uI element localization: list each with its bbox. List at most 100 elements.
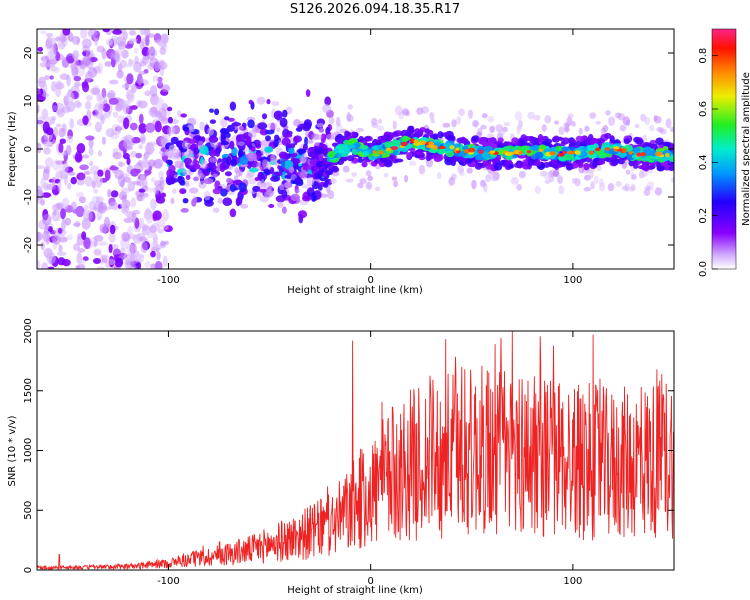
spectrogram-cell [107, 188, 112, 198]
spectrogram-cell [82, 115, 89, 126]
spectrogram-cell [146, 217, 153, 224]
spectrogram-cell [83, 204, 89, 212]
spectrogram-cell [460, 136, 467, 144]
spectrogram-cell [438, 148, 446, 155]
spectrogram-cell [258, 188, 267, 193]
snr-ylabel: SNR (10 * v/v) [7, 415, 18, 486]
spectrogram-cell [635, 138, 644, 145]
spectrogram-cell [428, 144, 435, 149]
spectrogram-cell [67, 233, 73, 241]
spectrogram-cell [625, 169, 631, 175]
spectrogram-cell [117, 101, 123, 112]
spectrogram-cell [604, 132, 612, 139]
spectrogram-cell [159, 176, 165, 185]
snr-ytick-label: 0 [23, 567, 34, 573]
spectrogram-cell [605, 110, 611, 116]
spectrogram-cell [75, 265, 80, 269]
spectrogram-cell [112, 29, 123, 35]
spectrogram-cell [92, 188, 99, 194]
spectrogram-cell [549, 151, 557, 156]
spectrogram-cell [156, 251, 161, 261]
spectrogram-cell [531, 144, 540, 150]
spectrogram-cell [43, 182, 50, 191]
spectrogram-cell [110, 190, 119, 198]
spectrogram-cell [320, 137, 326, 144]
spectrogram-cell [608, 116, 616, 127]
spectrogram-cell [47, 59, 58, 65]
spectrogram-cell [59, 73, 70, 80]
spectrogram-cell [265, 135, 271, 142]
spectrogram-cell [70, 62, 77, 73]
spectrogram-cell [76, 191, 84, 198]
spectrogram-cell [177, 176, 185, 184]
spectrogram-cell [402, 136, 411, 141]
spectrogram-cell [357, 182, 364, 189]
spectrogram-cell [340, 156, 348, 162]
spectrogram-cell [138, 113, 144, 125]
spectrogram-cell [278, 151, 289, 159]
spectrogram-cell [73, 81, 81, 88]
spectrogram-cell [64, 217, 72, 226]
spectrogram-cell [55, 123, 62, 128]
spectrogram-cell [277, 201, 284, 208]
spectrogram-cell [252, 185, 261, 192]
spectrogram-cell [570, 139, 577, 144]
spectrogram-cell [109, 79, 119, 85]
spectrogram-cell [165, 159, 173, 165]
spectrogram-cell [479, 179, 487, 188]
spectrogram-cell [154, 260, 163, 269]
spectrogram-cell [93, 240, 98, 247]
spectrogram-cell [193, 176, 199, 182]
spectrogram-cell [622, 124, 627, 131]
spectrogram-cell [487, 115, 495, 123]
spectrogram-cell [557, 153, 565, 157]
spectrogram-cell [108, 232, 116, 243]
spectrogram-cell [346, 155, 355, 162]
spectrogram-cell [169, 126, 176, 135]
spectrogram-cell [69, 118, 75, 129]
spectrogram-cell [130, 197, 137, 208]
spectrogram-cell [106, 92, 115, 98]
spectrogram-cell [47, 65, 58, 72]
spectrogram-cell [474, 162, 483, 170]
spectrogram-cell [144, 90, 151, 97]
spectrogram-cell [262, 159, 269, 169]
spectrogram-cell [208, 135, 219, 143]
spectrogram-cell [162, 155, 168, 161]
spectrogram-cell [615, 180, 622, 187]
spectrogram-cell [623, 138, 631, 145]
spectrogram-cell [308, 146, 316, 152]
spectrogram-cell [288, 147, 295, 154]
spectrogram-ytick-label: 20 [23, 47, 34, 60]
spectrogram-cell [402, 108, 410, 116]
spectrogram-cell [139, 78, 144, 83]
spectrogram-cell [172, 188, 177, 194]
spectrogram-cell [116, 69, 124, 79]
spectrogram-cell [182, 126, 189, 132]
spectrogram-cell [212, 173, 218, 178]
spectrogram-cell [593, 175, 599, 184]
spectrogram-cell [327, 150, 336, 158]
spectrogram-cell [53, 126, 59, 139]
spectrogram-cell [152, 74, 159, 83]
spectrogram-cell [42, 83, 48, 94]
spectrogram-cell [170, 197, 175, 205]
spectrogram-cell [416, 130, 423, 137]
spectrogram-cell [227, 117, 235, 122]
colorbar-tick-label: 0.4 [698, 154, 709, 170]
spectrogram-cell [503, 121, 511, 127]
spectrogram-cell [98, 103, 105, 110]
spectrogram-cell [238, 182, 247, 193]
spectrogram-cell [349, 139, 357, 144]
spectrogram-cell [200, 136, 206, 143]
snr-xtick-label: -100 [157, 576, 180, 587]
spectrogram-cell [51, 233, 58, 243]
spectrogram-cell [394, 158, 404, 163]
spectrogram-cell [288, 143, 296, 149]
spectrogram-cell [554, 120, 559, 125]
spectrogram-cell [416, 107, 424, 115]
spectrogram-cell [182, 169, 192, 176]
spectrogram-cell [40, 241, 45, 251]
spectrogram-cell [324, 96, 332, 106]
